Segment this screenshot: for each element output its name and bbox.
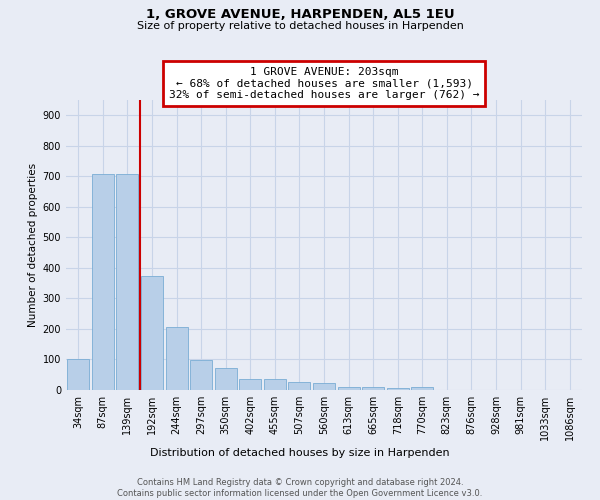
Bar xyxy=(362,387,384,390)
Bar xyxy=(239,380,262,390)
Bar xyxy=(338,386,359,390)
Bar xyxy=(141,276,163,390)
Y-axis label: Number of detached properties: Number of detached properties xyxy=(28,163,38,327)
Text: Distribution of detached houses by size in Harpenden: Distribution of detached houses by size … xyxy=(150,448,450,458)
Bar xyxy=(386,388,409,390)
Bar xyxy=(92,174,114,390)
Text: 1, GROVE AVENUE, HARPENDEN, AL5 1EU: 1, GROVE AVENUE, HARPENDEN, AL5 1EU xyxy=(146,8,454,20)
Bar xyxy=(215,368,237,390)
Bar xyxy=(116,174,139,390)
Bar xyxy=(67,360,89,390)
Bar xyxy=(190,360,212,390)
Text: Size of property relative to detached houses in Harpenden: Size of property relative to detached ho… xyxy=(137,21,463,31)
Text: 1 GROVE AVENUE: 203sqm
← 68% of detached houses are smaller (1,593)
32% of semi-: 1 GROVE AVENUE: 203sqm ← 68% of detached… xyxy=(169,67,479,100)
Bar xyxy=(411,387,433,390)
Bar xyxy=(289,382,310,390)
Bar xyxy=(313,384,335,390)
Bar xyxy=(264,380,286,390)
Text: Contains HM Land Registry data © Crown copyright and database right 2024.
Contai: Contains HM Land Registry data © Crown c… xyxy=(118,478,482,498)
Bar xyxy=(166,328,188,390)
